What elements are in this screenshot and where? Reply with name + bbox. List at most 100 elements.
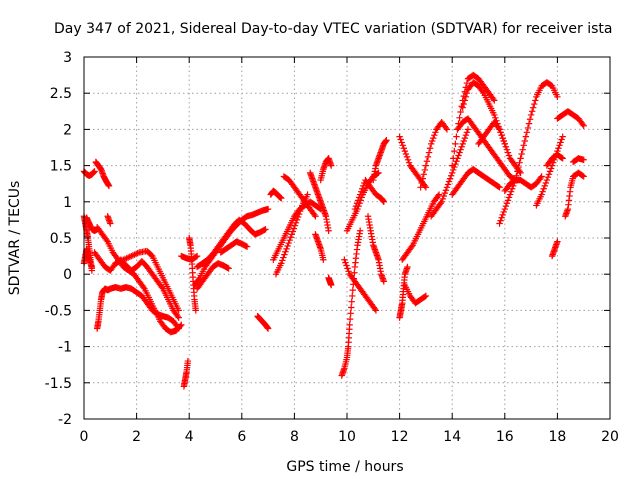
- data-series-arc-49: [548, 238, 561, 260]
- data-point: [328, 281, 335, 289]
- data-point: [174, 312, 181, 320]
- data-series-arc-37: [417, 118, 451, 191]
- data-series-arc-34: [396, 133, 430, 191]
- data-point: [546, 168, 554, 175]
- data-point: [140, 284, 147, 291]
- data-point: [356, 227, 364, 234]
- data-point: [349, 292, 356, 300]
- x-tick-label: 0: [80, 429, 89, 445]
- data-series-arc-11: [180, 357, 192, 390]
- data-point: [501, 205, 508, 213]
- data-series-arc-48: [543, 151, 566, 169]
- x-tick-label: 4: [185, 429, 194, 445]
- data-point: [280, 254, 287, 261]
- data-point: [554, 238, 561, 245]
- data-point: [517, 169, 524, 177]
- data-point: [400, 145, 408, 152]
- y-tick-label: 1.5: [50, 159, 72, 175]
- data-series-arc-18: [254, 312, 272, 332]
- data-point: [514, 168, 521, 175]
- data-point: [580, 173, 587, 180]
- data-point: [491, 97, 498, 104]
- data-point: [432, 129, 439, 136]
- data-point: [421, 293, 429, 300]
- data-point: [320, 256, 327, 263]
- data-point: [505, 152, 513, 159]
- data-point: [355, 194, 363, 201]
- data-point: [580, 156, 587, 164]
- data-point: [434, 192, 442, 200]
- data-point: [422, 292, 430, 300]
- data-point: [559, 155, 566, 162]
- data-point: [279, 257, 286, 264]
- data-point: [500, 208, 507, 216]
- data-point: [225, 265, 232, 272]
- y-tick-label: -2: [58, 412, 72, 428]
- data-point: [464, 126, 472, 133]
- data-point: [527, 111, 535, 119]
- data-point: [492, 114, 499, 122]
- data-point: [345, 268, 352, 275]
- data-point: [528, 108, 536, 115]
- data-point: [264, 205, 272, 213]
- data-point: [539, 188, 546, 195]
- data-point: [195, 276, 202, 283]
- data-series-arc-35: [399, 191, 443, 263]
- data-series-arc-22: [280, 173, 319, 220]
- data-point: [461, 97, 469, 104]
- data-point: [278, 194, 285, 202]
- y-tick-label: 1: [63, 195, 72, 211]
- data-series-arc-10: [104, 213, 114, 227]
- data-series-arc-23: [306, 169, 332, 234]
- data-point: [348, 298, 355, 305]
- data-series-arc-26: [325, 274, 335, 289]
- data-point: [558, 154, 565, 161]
- data-point: [358, 188, 365, 195]
- data-point: [579, 121, 586, 128]
- data-point: [431, 131, 438, 139]
- data-point: [404, 156, 412, 164]
- data-point: [479, 88, 486, 95]
- data-point: [346, 315, 354, 323]
- x-tick-label: 8: [290, 429, 299, 445]
- data-series-arc-46: [533, 133, 566, 209]
- data-point: [88, 263, 96, 271]
- data-point: [558, 136, 565, 143]
- data-point: [456, 114, 463, 122]
- data-point: [423, 158, 431, 165]
- y-tick-label: 0.5: [50, 231, 72, 247]
- data-point: [447, 172, 455, 179]
- data-point: [349, 286, 356, 294]
- data-point: [504, 197, 512, 204]
- data-point: [516, 159, 523, 166]
- data-point: [328, 162, 335, 169]
- data-series-arc-19: [267, 187, 285, 202]
- data-point: [518, 150, 525, 158]
- y-axis-label: SDTVAR / TECUs: [7, 181, 23, 296]
- data-point: [490, 95, 497, 103]
- data-point: [427, 140, 435, 148]
- data-point: [459, 140, 466, 148]
- data-point: [499, 134, 506, 142]
- data-point: [343, 262, 350, 269]
- data-point: [526, 116, 534, 123]
- data-series-arc-24: [317, 155, 335, 184]
- data-point: [555, 145, 562, 152]
- data-point: [451, 147, 458, 155]
- data-point: [541, 182, 548, 190]
- data-series-arc-45: [501, 173, 545, 195]
- data-series-arc-51: [569, 155, 587, 166]
- x-tick-label: 10: [338, 429, 356, 445]
- data-point: [426, 145, 434, 152]
- data-point: [435, 191, 443, 198]
- y-tick-label: 0: [63, 267, 72, 283]
- data-point: [442, 187, 450, 194]
- data-point: [547, 165, 555, 172]
- data-point: [522, 133, 530, 140]
- data-point: [424, 153, 432, 161]
- data-point: [375, 169, 382, 177]
- data-point: [396, 133, 403, 140]
- data-point: [298, 205, 305, 212]
- data-series-arc-38: [427, 126, 472, 220]
- data-series-arc-39: [449, 71, 498, 169]
